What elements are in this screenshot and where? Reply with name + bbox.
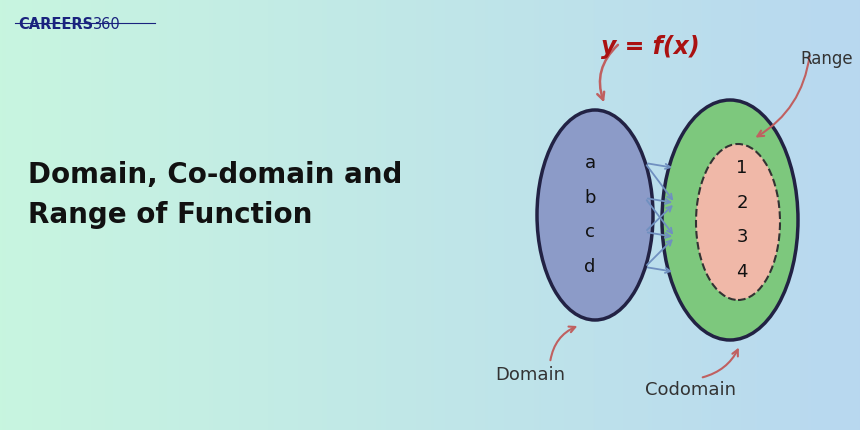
Ellipse shape — [537, 110, 653, 320]
Text: c: c — [585, 223, 595, 241]
Text: 4: 4 — [736, 263, 747, 281]
Text: Domain: Domain — [495, 366, 565, 384]
Ellipse shape — [662, 100, 798, 340]
Text: Range of Function: Range of Function — [28, 201, 312, 229]
Text: y = f(x): y = f(x) — [600, 35, 699, 59]
Text: Codomain: Codomain — [644, 381, 735, 399]
Text: Range: Range — [800, 50, 852, 68]
Text: 1: 1 — [736, 159, 747, 177]
Text: CAREERS: CAREERS — [18, 17, 93, 32]
Text: b: b — [584, 189, 596, 207]
Text: 3: 3 — [736, 228, 747, 246]
Text: 360: 360 — [93, 17, 120, 32]
Text: Domain, Co-domain and: Domain, Co-domain and — [28, 161, 402, 189]
Text: d: d — [584, 258, 596, 276]
Ellipse shape — [696, 144, 780, 300]
Text: 2: 2 — [736, 194, 747, 212]
Text: a: a — [585, 154, 596, 172]
